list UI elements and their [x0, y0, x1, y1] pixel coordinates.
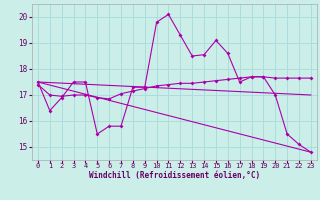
X-axis label: Windchill (Refroidissement éolien,°C): Windchill (Refroidissement éolien,°C): [89, 171, 260, 180]
